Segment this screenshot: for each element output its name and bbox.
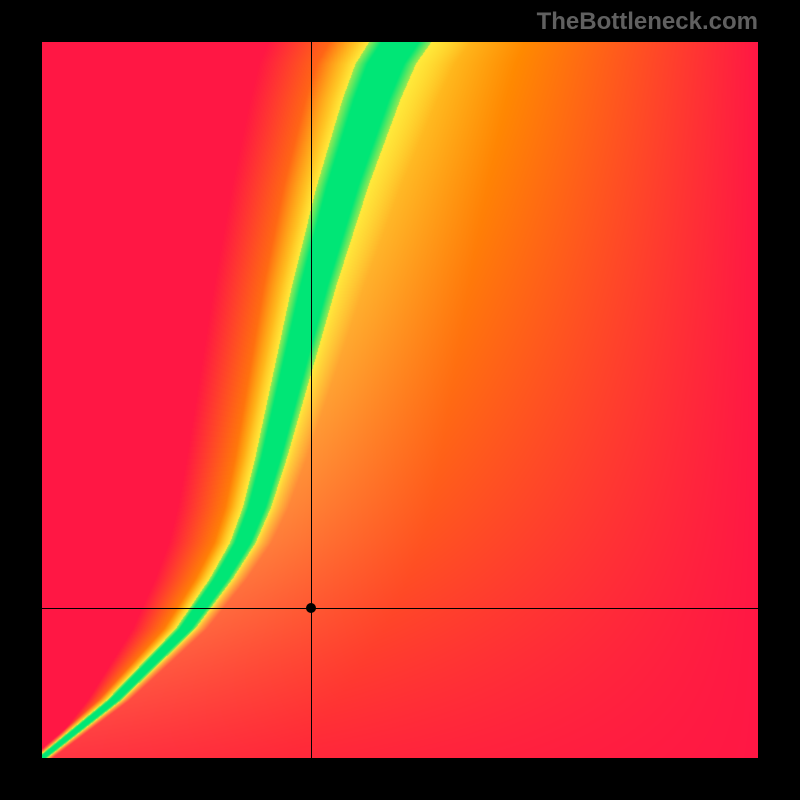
- crosshair-vertical: [311, 42, 312, 758]
- watermark-text: TheBottleneck.com: [537, 8, 758, 36]
- crosshair-dot: [306, 603, 316, 613]
- heatmap-plot: [42, 42, 758, 758]
- heatmap-canvas: [42, 42, 758, 758]
- crosshair-horizontal: [42, 608, 758, 609]
